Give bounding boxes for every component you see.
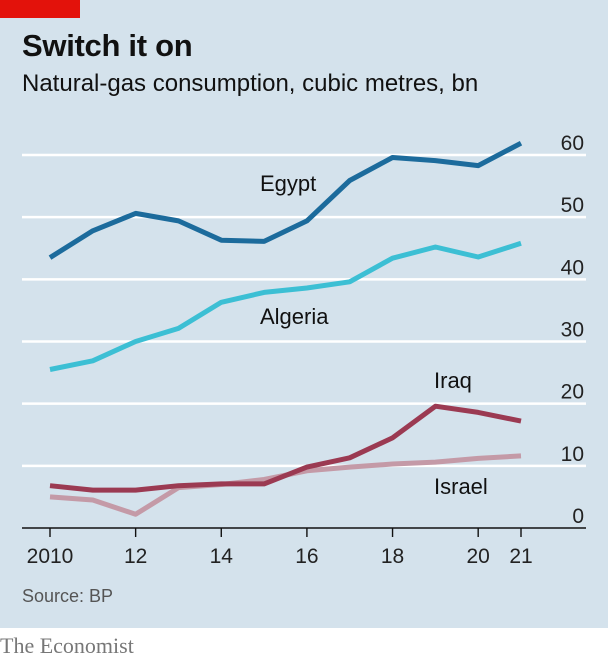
y-tick-label: 10 [561, 443, 584, 466]
series-label-israel: Israel [434, 474, 488, 499]
chart-panel [0, 0, 608, 628]
series-label-egypt: Egypt [260, 171, 316, 196]
y-tick-label: 50 [561, 194, 584, 217]
x-tick-label: 18 [381, 545, 404, 568]
series-label-iraq: Iraq [434, 368, 472, 393]
y-tick-label: 40 [561, 256, 584, 279]
source-note: Source: BP [22, 586, 114, 606]
chart-title: Switch it on [22, 28, 193, 63]
x-tick-label: 2010 [27, 545, 74, 568]
y-axis-ticks: 0 10 20 30 40 50 60 [561, 132, 584, 528]
line-chart: 0 10 20 30 40 50 60 2010 12 14 16 18 20 21 Egypt Alg… [22, 132, 586, 568]
series-lines [48, 140, 523, 517]
y-tick-label: 20 [561, 381, 584, 404]
series-label-algeria: Algeria [260, 304, 329, 329]
y-tick-label: 0 [572, 505, 584, 528]
x-tick-label: 16 [295, 545, 318, 568]
y-tick-label: 60 [561, 132, 584, 155]
brand-red-tab [0, 0, 80, 18]
series-line-iraq [49, 403, 522, 493]
y-tick-label: 30 [561, 319, 584, 342]
chart-subtitle: Natural-gas consumption, cubic metres, b… [22, 70, 479, 97]
series-line-egypt [48, 140, 523, 260]
x-tick-label: 21 [509, 545, 532, 568]
x-tick-label: 14 [210, 545, 234, 568]
x-tick-label: 12 [124, 545, 147, 568]
x-tick-label: 20 [467, 545, 490, 568]
x-axis: 2010 12 14 16 18 20 21 [22, 527, 586, 568]
series-line-algeria [49, 240, 522, 372]
publisher-logo: The Economist [0, 633, 134, 658]
